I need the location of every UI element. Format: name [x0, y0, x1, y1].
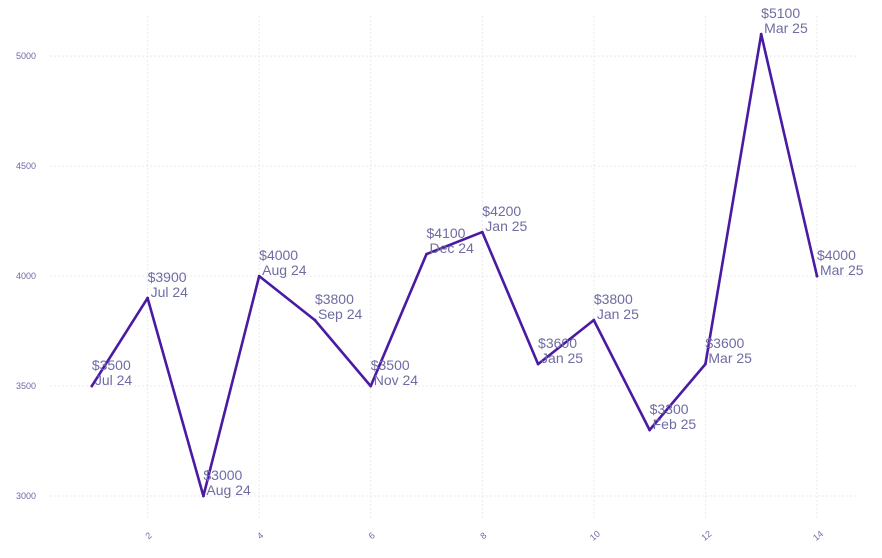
data-label-month-6: Nov 24 — [374, 372, 419, 388]
data-point-8 — [480, 230, 484, 234]
data-label-amount-13: $5100 — [761, 5, 800, 21]
data-point-12 — [703, 362, 707, 366]
y-tick-label-4500: 4500 — [16, 161, 36, 171]
data-label-month-9: Jan 25 — [541, 350, 583, 366]
data-point-3 — [201, 494, 205, 498]
data-point-4 — [257, 274, 261, 278]
data-point-10 — [592, 318, 596, 322]
data-label-amount-11: $3300 — [650, 401, 689, 417]
data-label-amount-9: $3600 — [538, 335, 577, 351]
data-label-amount-8: $4200 — [482, 203, 521, 219]
data-label-month-7: Dec 24 — [430, 240, 475, 256]
data-label-amount-12: $3600 — [705, 335, 744, 351]
y-tick-label-3000: 3000 — [16, 491, 36, 501]
x-tick-label-8: 8 — [478, 530, 488, 541]
data-label-month-14: Mar 25 — [820, 262, 864, 278]
data-point-2 — [146, 296, 150, 300]
data-point-14 — [815, 274, 819, 278]
data-label-amount-4: $4000 — [259, 247, 298, 263]
data-label-month-4: Aug 24 — [262, 262, 307, 278]
data-label-month-5: Sep 24 — [318, 306, 363, 322]
x-tick-label-4: 4 — [255, 530, 265, 541]
data-label-month-1: Jul 24 — [95, 372, 133, 388]
data-label-month-10: Jan 25 — [597, 306, 639, 322]
data-point-7 — [425, 252, 428, 256]
data-point-1 — [90, 384, 94, 388]
x-tick-label-14: 14 — [811, 529, 825, 543]
data-label-amount-2: $3900 — [148, 269, 187, 285]
x-tick-label-10: 10 — [588, 529, 602, 543]
axis-ticks: 3000 3500 4000 4500 5000 2 4 6 8 10 12 14 — [16, 51, 825, 543]
data-label-month-13: Mar 25 — [764, 20, 808, 36]
data-point-11 — [648, 428, 652, 432]
y-tick-label-4000: 4000 — [16, 271, 36, 281]
grid-lines — [50, 16, 856, 518]
y-tick-label-3500: 3500 — [16, 381, 36, 391]
data-label-amount-5: $3800 — [315, 291, 354, 307]
series-line-group — [90, 32, 819, 498]
data-label-month-3: Aug 24 — [206, 482, 251, 498]
data-point-13 — [759, 32, 763, 36]
data-label-amount-10: $3800 — [594, 291, 633, 307]
data-label-amount-6: $3500 — [371, 357, 410, 373]
y-tick-label-5000: 5000 — [16, 51, 36, 61]
x-tick-label-12: 12 — [699, 529, 713, 543]
data-label-month-12: Mar 25 — [708, 350, 752, 366]
data-label-month-2: Jul 24 — [151, 284, 189, 300]
x-tick-label-2: 2 — [144, 530, 154, 541]
data-label-month-8: Jan 25 — [485, 218, 527, 234]
data-label-amount-1: $3500 — [92, 357, 131, 373]
data-label-month-11: Feb 25 — [653, 416, 697, 432]
series-line — [90, 32, 819, 498]
data-point-5 — [313, 318, 317, 322]
data-label-amount-7: $4100 — [427, 225, 466, 241]
data-point-9 — [536, 362, 540, 366]
data-label-amount-14: $4000 — [817, 247, 856, 263]
data-point-6 — [369, 384, 373, 388]
data-label-amount-3: $3000 — [203, 467, 242, 483]
x-tick-label-6: 6 — [367, 530, 377, 541]
